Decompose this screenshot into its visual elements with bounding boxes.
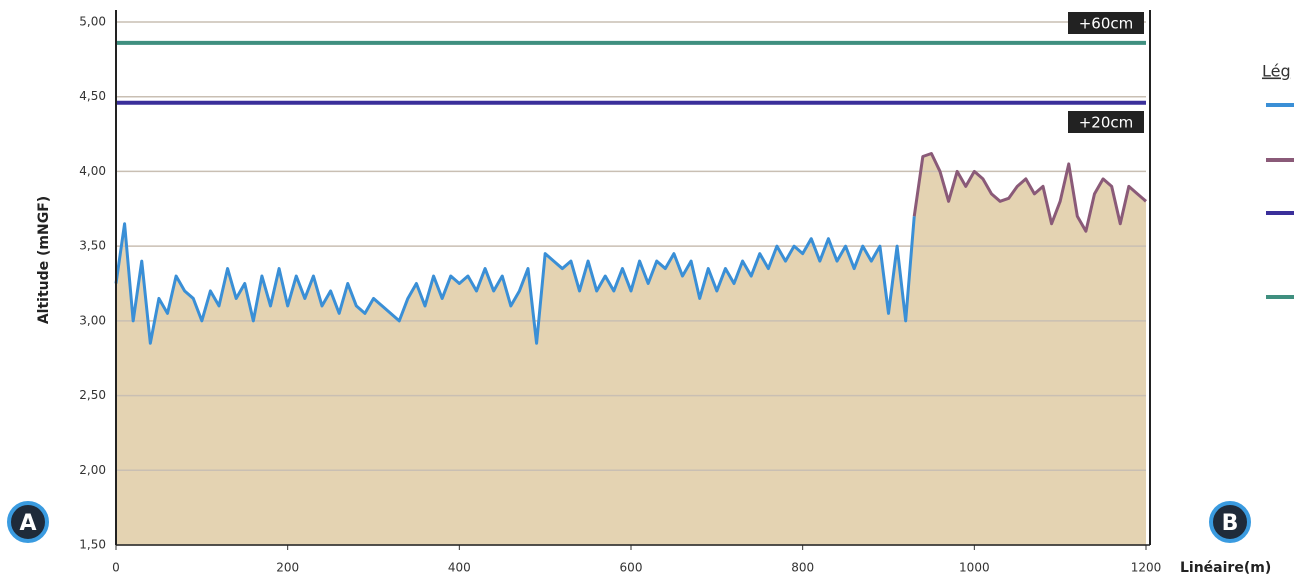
y-tick-label: 2,00 [79,463,106,477]
x-tick-label: 600 [620,561,643,575]
y-tick-label: 3,00 [79,313,106,327]
annotation-box [1068,111,1144,133]
annotation: +20cm [1079,114,1134,132]
x-tick-label: 400 [448,561,471,575]
area-fill [116,153,1146,546]
x-tick-label: 1200 [1131,561,1162,575]
x-axis-title: Linéaire(m) [1180,560,1271,576]
x-tick-label: 200 [276,561,299,575]
y-tick-label: 4,00 [79,164,106,178]
annotation: +60cm [1079,15,1134,33]
marker-letter: A [19,511,36,536]
y-tick-label: 1,50 [79,538,106,552]
y-tick-label: 2,50 [79,388,106,402]
x-tick-label: 800 [791,561,814,575]
x-tick-label: 1000 [959,561,990,575]
y-tick-label: 3,50 [79,239,106,253]
marker-letter: B [1222,511,1239,536]
line [912,151,1147,233]
annotation-box [1068,12,1144,34]
y-axis-title: Altitude (mNGF) [36,196,52,324]
legend-title: Lég [1262,62,1291,81]
marker-badge [1209,501,1251,543]
y-tick-label: 5,00 [79,15,106,29]
line [114,216,916,345]
y-tick-label: 4,50 [79,89,106,103]
x-tick-label: 0 [112,561,120,575]
marker-badge [7,501,49,543]
